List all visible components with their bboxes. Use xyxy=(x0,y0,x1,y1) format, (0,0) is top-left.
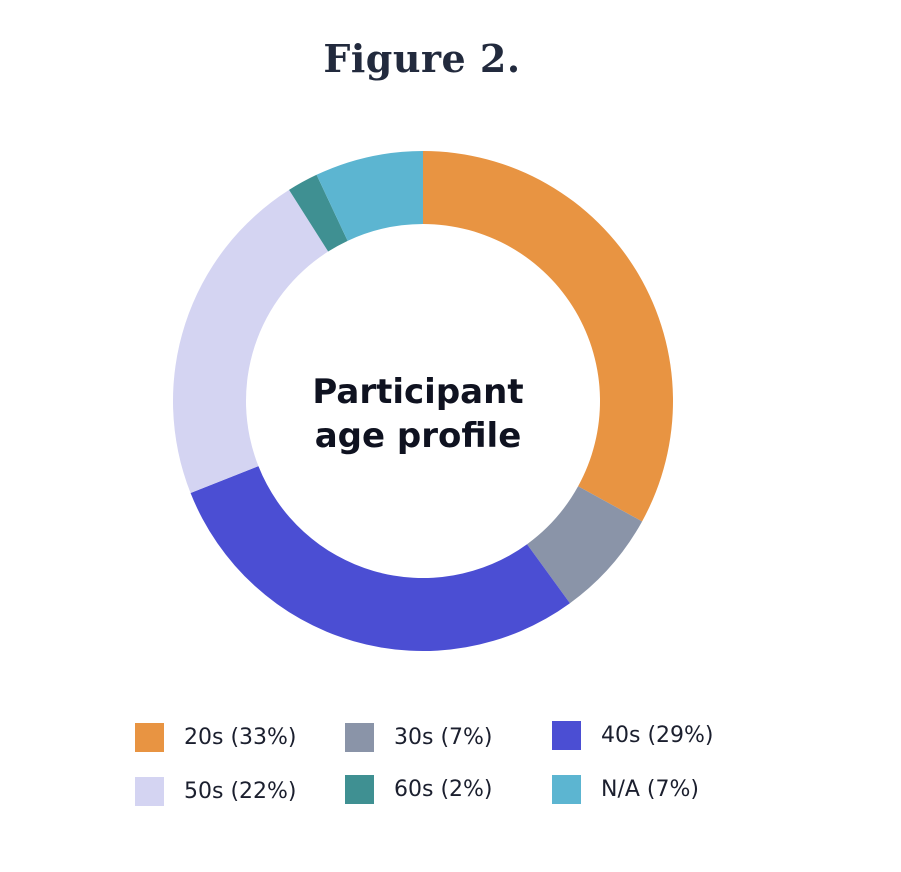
legend-item-50s: 50s (22%) xyxy=(135,777,297,806)
legend-label-40s: 40s (29%) xyxy=(601,723,714,748)
donut-slice-30s xyxy=(527,486,643,604)
center-label-line-2: age profile xyxy=(314,416,522,456)
legend-label-60s: 60s (2%) xyxy=(394,777,493,802)
legend-swatch-30s xyxy=(345,723,374,752)
center-label-line-1: Participant xyxy=(312,372,524,412)
legend-swatch-50s xyxy=(135,777,164,806)
legend-item-na: N/A (7%) xyxy=(552,775,699,804)
chart-legend: 20s (33%) 30s (7%) 40s (29%) 50s (22%) 6… xyxy=(135,718,815,818)
legend-label-20s: 20s (33%) xyxy=(184,725,297,750)
donut-slice-40s xyxy=(190,466,570,651)
legend-item-40s: 40s (29%) xyxy=(552,721,714,750)
legend-swatch-40s xyxy=(552,721,581,750)
donut-slice-na xyxy=(316,151,423,241)
legend-item-60s: 60s (2%) xyxy=(345,775,493,804)
legend-label-na: N/A (7%) xyxy=(601,777,699,802)
legend-item-20s: 20s (33%) xyxy=(135,723,297,752)
legend-item-30s: 30s (7%) xyxy=(345,723,493,752)
donut-center-label: Participant age profile xyxy=(293,370,543,458)
donut-slice-50s xyxy=(173,189,329,494)
chart-title: Figure 2. xyxy=(323,36,521,81)
donut-slice-20s xyxy=(423,151,673,522)
legend-label-30s: 30s (7%) xyxy=(394,725,493,750)
legend-swatch-60s xyxy=(345,775,374,804)
legend-swatch-na xyxy=(552,775,581,804)
donut-slice-60s xyxy=(289,174,348,252)
legend-swatch-20s xyxy=(135,723,164,752)
legend-label-50s: 50s (22%) xyxy=(184,779,297,804)
